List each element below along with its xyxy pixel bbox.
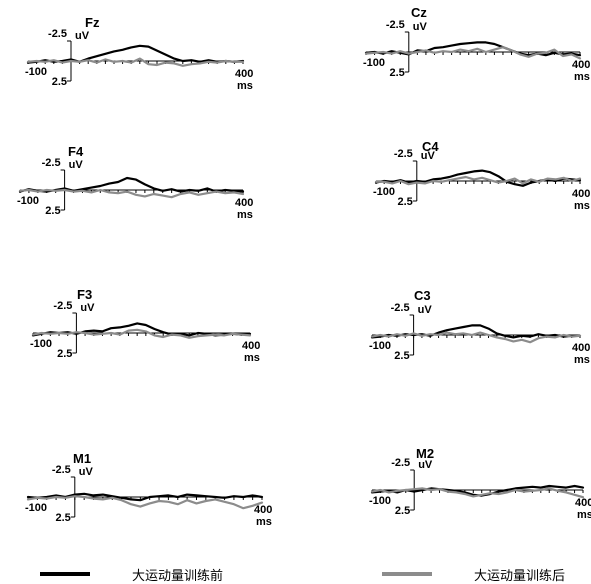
y-label-bottom: 2.5 (57, 348, 72, 360)
y-unit-label: uV (421, 150, 436, 162)
channel-label-m2: M2 (416, 446, 434, 461)
waveform-fz-series-2 (26, 57, 245, 67)
y-label-bottom: 2.5 (52, 76, 67, 88)
x-unit-label: ms (574, 200, 590, 212)
y-label-top: -2.5 (394, 148, 413, 160)
x-label-start: -100 (17, 195, 39, 207)
legend-label-before: 大运动量训练前 (132, 568, 224, 584)
channel-label-c3: C3 (414, 288, 431, 303)
y-unit-label: uV (418, 459, 433, 471)
x-unit-label: ms (577, 509, 591, 521)
legend-swatch-before (40, 572, 90, 576)
y-label-top: -2.5 (42, 157, 61, 169)
y-unit-label: uV (75, 30, 90, 42)
x-label-end: 400 (572, 188, 590, 200)
y-unit-label: uV (413, 21, 428, 33)
x-unit-label: ms (256, 516, 272, 528)
channel-label-c4: C4 (422, 139, 439, 154)
waveform-m1-series-2 (26, 495, 264, 510)
x-label-start: -100 (363, 57, 385, 69)
y-label-top: -2.5 (391, 302, 410, 314)
x-unit-label: ms (237, 209, 253, 221)
y-label-bottom: 2.5 (395, 505, 410, 517)
y-label-bottom: 2.5 (56, 512, 71, 524)
y-label-bottom: 2.5 (390, 67, 405, 79)
x-label-start: -100 (369, 495, 391, 507)
legend-swatch-after (382, 572, 432, 576)
x-label-start: -100 (369, 340, 391, 352)
channel-label-cz: Cz (411, 5, 427, 20)
x-label-end: 400 (235, 68, 253, 80)
y-label-top: -2.5 (52, 464, 71, 476)
y-label-top: -2.5 (386, 19, 405, 31)
legend-item-after: 大运动量训练后 (382, 566, 566, 584)
x-unit-label: ms (237, 80, 253, 92)
channel-label-m1: M1 (73, 451, 91, 466)
y-label-top: -2.5 (48, 28, 67, 40)
x-label-start: -100 (373, 186, 395, 198)
channel-label-f4: F4 (68, 144, 84, 159)
y-label-bottom: 2.5 (45, 205, 60, 217)
waveform-c4-series-2 (374, 175, 582, 186)
y-unit-label: uV (79, 466, 94, 478)
x-label-end: 400 (575, 497, 591, 509)
legend-item-before: 大运动量训练前 (40, 566, 224, 584)
waveform-m2-series-2 (370, 487, 585, 499)
x-label-start: -100 (25, 66, 47, 78)
x-label-end: 400 (242, 340, 260, 352)
x-label-end: 400 (572, 342, 590, 354)
x-label-start: -100 (30, 338, 52, 350)
y-unit-label: uV (80, 302, 95, 314)
x-label-start: -100 (25, 502, 47, 514)
y-label-bottom: 2.5 (394, 350, 409, 362)
x-label-end: 400 (235, 197, 253, 209)
legend-label-after: 大运动量训练后 (474, 568, 566, 584)
waveform-fz-series-1 (26, 44, 245, 64)
x-label-end: 400 (254, 504, 272, 516)
waveform-cz-series-1 (364, 41, 582, 57)
channel-label-fz: Fz (85, 15, 100, 30)
x-unit-label: ms (574, 354, 590, 366)
waveform-cz-series-2 (364, 46, 582, 60)
channel-label-f3: F3 (77, 287, 92, 302)
x-unit-label: ms (244, 352, 260, 364)
y-unit-label: uV (69, 159, 84, 171)
x-unit-label: ms (574, 71, 590, 83)
y-label-bottom: 2.5 (398, 196, 413, 208)
waveform-f3-series-2 (31, 328, 252, 339)
waveform-c3-series-2 (370, 331, 582, 344)
y-label-top: -2.5 (53, 300, 72, 312)
waveform-f4-series-2 (18, 188, 245, 199)
y-unit-label: uV (418, 304, 433, 316)
y-label-top: -2.5 (391, 457, 410, 469)
x-label-end: 400 (572, 59, 590, 71)
